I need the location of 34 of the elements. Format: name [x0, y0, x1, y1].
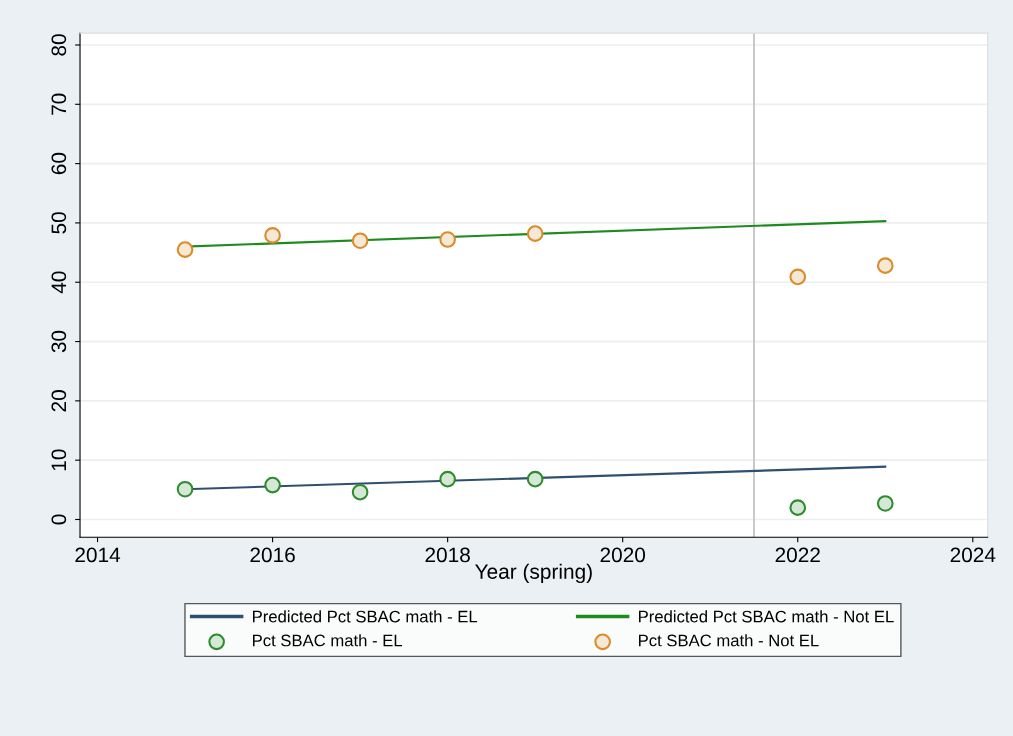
x-tick-label: 2022 [775, 547, 820, 563]
legend-label: Pct SBAC math - Not EL [639, 634, 819, 647]
point [439, 470, 456, 488]
point [264, 227, 281, 244]
point [176, 241, 194, 258]
point [526, 225, 544, 242]
y-tick-label: 50 [51, 212, 67, 234]
point [351, 232, 369, 250]
x-axis-title: Year (spring) [475, 563, 592, 584]
y-tick-label: 10 [51, 449, 67, 471]
x-tick-label: 2020 [600, 547, 646, 563]
y-tick-label: 0 [51, 514, 67, 525]
legend-label: Predicted Pct SBAC math - Not EL [639, 610, 894, 623]
legend-label: Pct SBAC math - EL [253, 634, 403, 647]
point [789, 268, 807, 286]
y-tick-label: 40 [51, 271, 67, 294]
y-tick-label: 30 [51, 330, 67, 353]
point [439, 231, 456, 248]
legend-label: Predicted Pct SBAC math - EL [253, 610, 478, 623]
point [176, 480, 194, 498]
x-tick-label: 2018 [425, 547, 470, 563]
point [876, 257, 894, 274]
y-tick-label: 80 [51, 34, 67, 56]
y-tick-label: 60 [51, 152, 67, 175]
point [876, 495, 894, 512]
x-tick-label: 2016 [250, 547, 295, 563]
x-tick-label: 2014 [75, 547, 121, 563]
point [789, 499, 807, 516]
y-tick-label: 70 [51, 93, 67, 115]
point [264, 476, 281, 494]
point [351, 483, 369, 501]
y-tick-label: 20 [51, 390, 67, 412]
point [526, 470, 544, 488]
x-tick-label: 2024 [950, 547, 996, 563]
